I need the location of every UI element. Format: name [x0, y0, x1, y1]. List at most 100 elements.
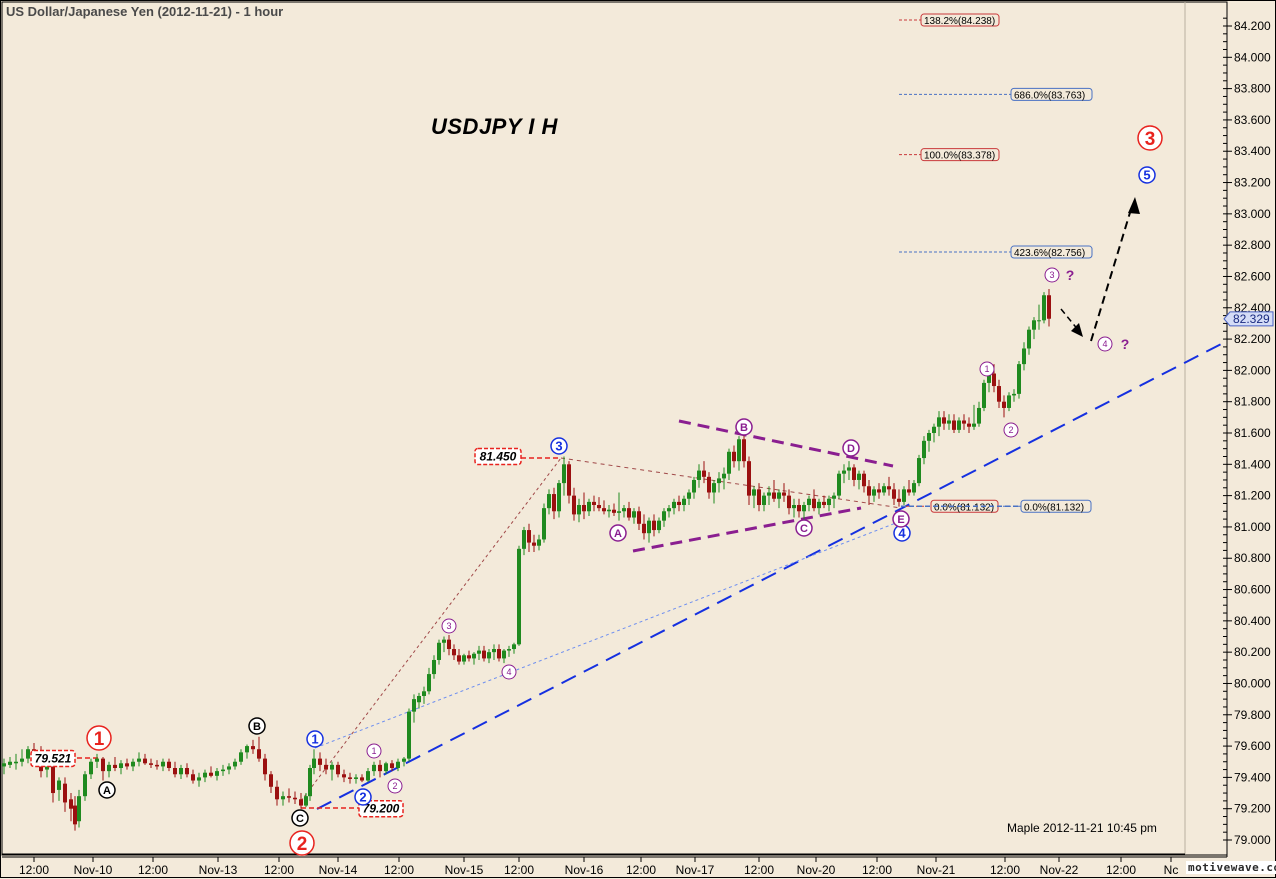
- candle: [912, 479, 916, 496]
- x-tick-label: 12:00: [1106, 863, 1136, 877]
- candle: [752, 486, 756, 509]
- candle: [932, 423, 936, 443]
- candle: [1037, 304, 1041, 330]
- candle: [907, 479, 911, 496]
- candle: [547, 489, 551, 515]
- candle: [867, 479, 871, 506]
- candle: [221, 764, 225, 776]
- svg-text:2: 2: [1008, 425, 1013, 435]
- candle: [657, 517, 661, 534]
- x-tick-label: 12:00: [19, 863, 49, 877]
- candle: [787, 489, 791, 515]
- fib-level-blue: 0.0%(81.132): [998, 499, 1092, 513]
- y-tick-label: 80.200: [1234, 645, 1271, 659]
- y-tick-label: 81.400: [1234, 457, 1271, 471]
- y-tick-label: 80.800: [1234, 551, 1271, 565]
- wave-label-blue-3: 3: [550, 437, 568, 455]
- candle: [587, 498, 591, 516]
- candle: [807, 495, 811, 512]
- y-tick-label: 79.000: [1234, 833, 1271, 847]
- x-axis: 12:00 Nov-10 12:00 Nov-13 12:00 Nov-14 12:00 No…: [19, 857, 1178, 877]
- candle: [378, 760, 382, 778]
- candle: [2, 758, 6, 775]
- candle: [366, 767, 370, 783]
- candle: [512, 642, 516, 654]
- plot-area-frame: [1, 1, 1228, 856]
- svg-text:3: 3: [555, 439, 562, 454]
- candle: [1012, 389, 1016, 402]
- candle: [77, 789, 81, 828]
- x-tick-label: Nov-17: [676, 863, 715, 877]
- candle: [667, 505, 671, 518]
- svg-text:3: 3: [1145, 129, 1156, 150]
- y-tick-label: 80.000: [1234, 676, 1271, 690]
- candle: [8, 757, 12, 768]
- candle: [372, 761, 376, 776]
- candle: [113, 757, 117, 772]
- candle: [492, 644, 496, 660]
- svg-text:0.0%(81.132): 0.0%(81.132): [934, 502, 994, 513]
- svg-text:423.6%(82.756): 423.6%(82.756): [1014, 248, 1085, 259]
- candle: [767, 486, 771, 506]
- x-tick-label: 12:00: [504, 863, 534, 877]
- candle: [872, 486, 876, 502]
- svg-text:81.450: 81.450: [480, 449, 517, 463]
- candle: [532, 534, 536, 552]
- candle: [263, 753, 267, 781]
- svg-text:1: 1: [94, 729, 105, 750]
- y-tick-label: 83.800: [1234, 82, 1271, 96]
- candle: [967, 417, 971, 434]
- wave-label-red-1: 1: [86, 725, 112, 751]
- candle: [687, 489, 691, 506]
- candle: [287, 788, 291, 803]
- y-tick-label: 79.600: [1234, 739, 1271, 753]
- svg-text:79.200: 79.200: [363, 802, 400, 816]
- candle: [507, 645, 511, 657]
- candle: [997, 379, 1001, 408]
- candle: [360, 774, 364, 783]
- candle: [747, 456, 751, 506]
- wave-label-blue-1: 1: [306, 730, 324, 748]
- wave-label-blue-2: 2: [354, 788, 372, 806]
- wave-label-purple-2: 2: [387, 778, 403, 794]
- y-tick-label: 82.600: [1234, 269, 1271, 283]
- price-label: 79.521: [30, 749, 76, 768]
- candle: [757, 483, 761, 512]
- svg-text:2: 2: [392, 781, 397, 791]
- candle: [852, 464, 856, 487]
- candle: [597, 497, 601, 512]
- candle: [447, 634, 451, 656]
- candle: [402, 757, 406, 767]
- y-tick-label: 80.600: [1234, 583, 1271, 597]
- fib-level-blue: 423.6%(82.756): [899, 245, 1093, 259]
- svg-text:2: 2: [359, 790, 366, 805]
- candle: [922, 436, 926, 465]
- candle: [437, 639, 441, 665]
- candle: [239, 749, 243, 765]
- svg-text:B: B: [253, 721, 261, 733]
- x-tick-label: Nov-10: [74, 863, 113, 877]
- candle: [842, 464, 846, 484]
- svg-text:1: 1: [371, 746, 376, 756]
- candle: [622, 505, 626, 518]
- candle: [432, 655, 436, 679]
- candle: [522, 526, 526, 556]
- candle: [477, 645, 481, 660]
- candle: [892, 483, 896, 506]
- candle: [962, 414, 966, 430]
- candle: [502, 649, 506, 664]
- candle: [697, 464, 701, 488]
- candle: [692, 476, 696, 499]
- candle: [467, 650, 471, 662]
- candle: [487, 649, 491, 664]
- candle: [203, 769, 207, 783]
- candle: [51, 761, 55, 803]
- y-tick-label: 79.400: [1234, 770, 1271, 784]
- svg-text:E: E: [897, 514, 904, 526]
- candle: [167, 758, 171, 772]
- price-label: 79.200: [358, 799, 404, 818]
- y-tick-label: 82.400: [1234, 301, 1271, 315]
- candle: [185, 763, 189, 778]
- candle: [627, 501, 631, 521]
